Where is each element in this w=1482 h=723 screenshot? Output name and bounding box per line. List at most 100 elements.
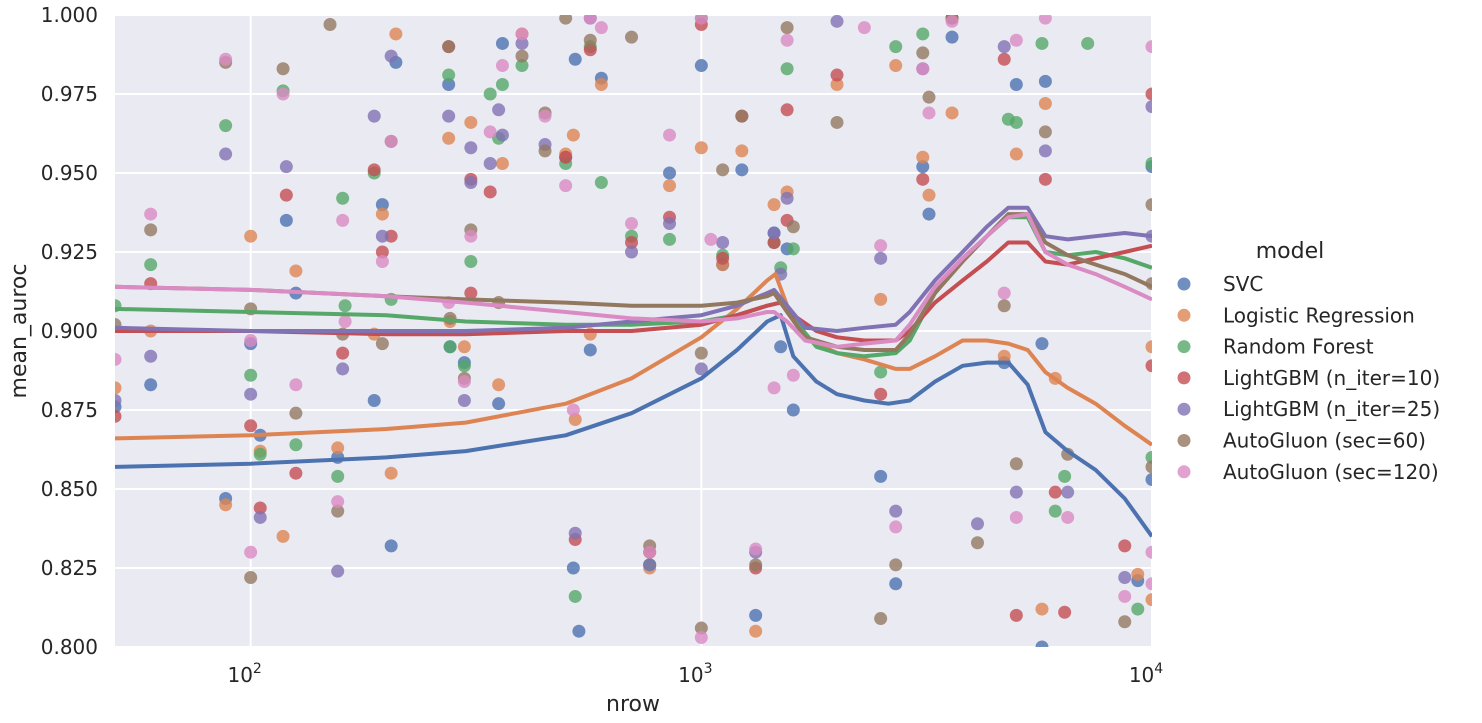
data-point-series-5 [625,30,639,44]
data-point-series-2 [253,447,267,461]
legend-label: LightGBM (n_iter=10) [1223,366,1440,390]
data-point-series-0 [1035,640,1049,647]
y-axis-label: mean_auroc [7,264,32,399]
data-point-series-2 [1131,602,1145,616]
data-point-series-5 [694,621,708,635]
data-point-series-4 [464,175,478,189]
data-point-series-6 [786,368,800,382]
x-tick-label: 102 [227,661,261,687]
data-point-series-1 [663,179,677,193]
data-point-series-5 [144,223,158,237]
y-tick-label: 0.800 [41,635,98,659]
data-point-series-5 [515,49,529,63]
data-point-series-6 [922,106,936,120]
data-point-series-6 [663,128,677,142]
legend-marker [1177,434,1191,447]
data-point-series-4 [830,15,844,28]
data-point-series-3 [1118,539,1132,553]
data-point-series-6 [767,381,781,395]
y-tick-label: 0.825 [41,556,98,580]
data-point-series-1 [289,264,303,278]
data-point-series-3 [1145,87,1152,101]
legend-title: model [1256,239,1325,264]
data-point-series-3 [244,419,258,433]
y-tick-label: 0.850 [41,477,98,501]
data-point-series-3 [1145,359,1152,373]
trend-line-series-0 [115,313,1152,538]
data-point-series-0 [572,624,586,638]
y-axis-ticks: 0.800 0.825 0.850 0.875 0.900 0.925 0.950 0.975… [41,3,98,659]
data-point-series-4 [457,394,471,408]
data-point-series-6 [694,631,708,645]
data-point-series-6 [780,33,794,47]
data-point-series-0 [384,539,398,553]
data-point-series-3 [464,286,478,300]
data-point-series-4 [464,141,478,155]
data-point-series-5 [997,299,1011,313]
data-point-series-4 [997,40,1011,54]
data-point-series-5 [716,163,730,177]
data-point-series-3 [375,245,389,259]
legend-label: LightGBM (n_iter=25) [1223,397,1440,421]
data-point-series-3 [1009,608,1023,622]
data-point-series-6 [594,21,608,35]
data-point-series-6 [538,109,552,123]
data-point-series-6 [1145,545,1152,559]
data-point-series-6 [276,87,290,101]
legend-marker [1177,340,1191,354]
data-point-series-2 [786,242,800,256]
y-tick-label: 0.975 [41,82,98,106]
legend-marker [1177,465,1191,479]
data-point-series-1 [457,340,471,354]
data-point-series-2 [1145,157,1152,171]
data-point-series-3 [874,387,888,401]
data-point-series-1 [945,106,959,120]
data-point-series-5 [538,144,552,158]
data-point-series-0 [367,394,381,408]
data-point-series-6 [704,232,718,246]
x-axis-ticks: 102 103 104 [227,661,1163,687]
data-point-series-0 [375,198,389,212]
data-point-series-1 [566,128,580,142]
data-point-series-4 [331,564,345,578]
data-point-series-0 [442,78,456,92]
data-point-series-6 [331,495,345,509]
data-point-series-0 [774,340,788,354]
legend-label: AutoGluon (sec=60) [1223,429,1426,453]
data-point-series-0 [735,163,749,177]
data-point-series-1 [889,59,903,73]
data-point-series-6 [336,213,350,227]
data-point-series-4 [643,558,657,572]
data-point-series-1 [1145,340,1152,354]
data-point-series-2 [780,62,794,76]
data-point-series-6 [1118,589,1132,603]
data-point-series-0 [945,30,959,44]
data-point-series-2 [889,40,903,54]
data-point-series-0 [1009,78,1023,92]
data-point-series-6 [1038,15,1052,25]
data-point-series-3 [583,43,597,57]
legend-marker [1177,371,1191,385]
data-point-series-0 [694,59,708,73]
trend-line-series-6 [115,212,1152,349]
data-point-series-6 [857,21,871,35]
data-point-series-4 [568,526,582,540]
data-point-series-5 [1038,125,1052,139]
data-point-series-2 [594,175,608,189]
legend-marker [1177,308,1191,322]
data-point-series-3 [367,163,381,177]
data-point-series-1 [1035,602,1049,616]
data-point-series-6 [115,352,122,366]
data-point-series-0 [568,52,582,66]
data-point-series-0 [1145,473,1152,487]
data-point-series-6 [1061,510,1075,524]
data-point-series-0 [495,36,509,50]
data-point-series-4 [1038,144,1052,158]
data-point-series-4 [1009,485,1023,499]
data-point-series-1 [916,150,930,164]
data-point-series-5 [1145,460,1152,474]
data-point-series-1 [384,466,398,480]
data-point-series-1 [830,78,844,92]
y-tick-label: 0.925 [41,240,98,264]
